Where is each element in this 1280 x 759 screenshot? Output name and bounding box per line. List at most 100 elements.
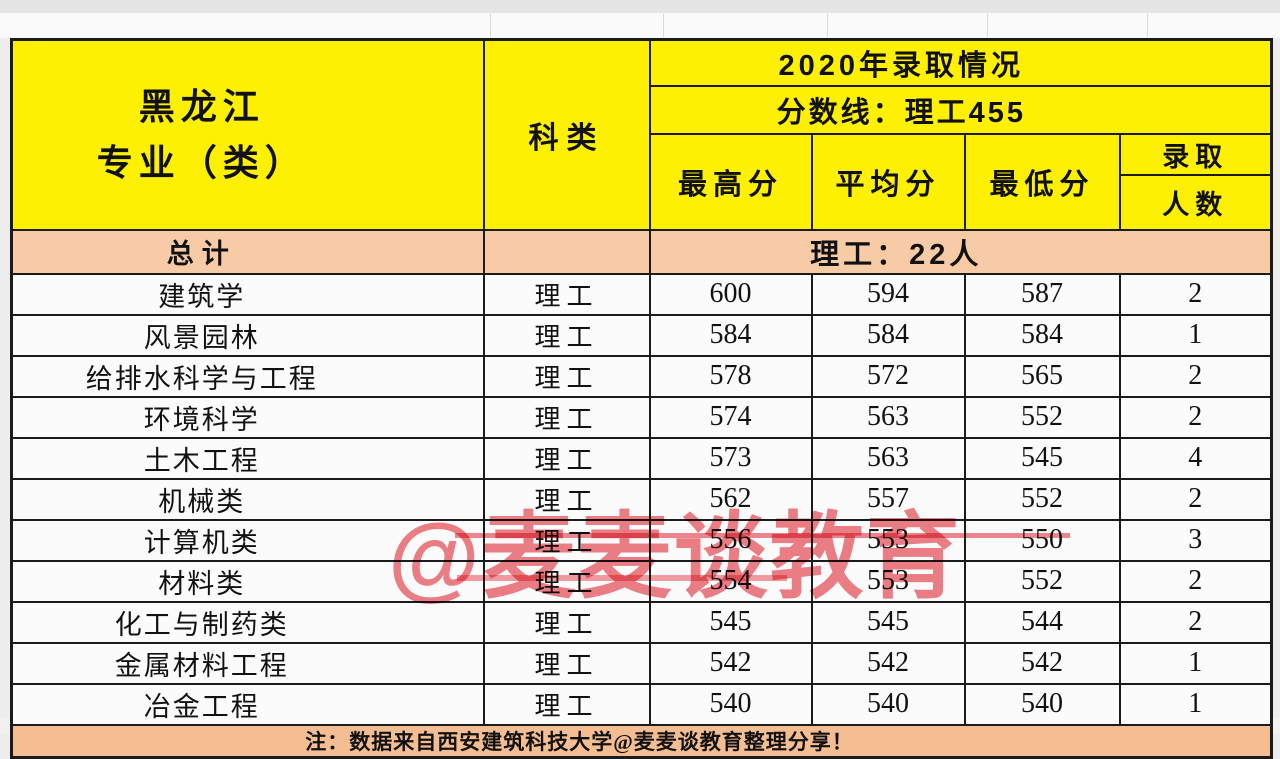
max-cell: 574 (648, 395, 813, 439)
admission-score-table: 黑龙江 专业（类） 科类 2020年录取情况 分数线：理工455 最高分 平均分… (10, 38, 1274, 759)
table-row: 冶金工程 理工 540 540 540 1 (10, 682, 1273, 726)
gridline-top (987, 14, 988, 37)
table-row: 土木工程 理工 573 563 545 4 (10, 436, 1273, 480)
category-cell: 理工 (482, 518, 651, 562)
table-row: 计算机类 理工 556 553 550 3 (10, 518, 1273, 562)
page-top-gray-strip (0, 0, 1280, 13)
table-row: 建筑学 理工 600 594 587 2 (10, 272, 1273, 316)
table-body: 建筑学 理工 600 594 587 2 风景园林 理工 584 584 584 1 给排水科学与工程理… (10, 272, 1273, 726)
min-cell: 552 (963, 477, 1121, 521)
category-cell: 理工 (482, 436, 651, 480)
avg-cell: 572 (810, 354, 966, 398)
table-row: 风景园林 理工 584 584 584 1 (10, 313, 1273, 357)
count-cell: 2 (1118, 354, 1273, 398)
category-cell: 理工 (482, 559, 651, 603)
count-cell: 2 (1118, 477, 1273, 521)
count-cell: 1 (1118, 313, 1273, 357)
count-header: 人数 (1118, 173, 1273, 231)
max-cell: 562 (648, 477, 813, 521)
category-cell: 理工 (482, 682, 651, 726)
avg-cell: 594 (810, 272, 966, 316)
min-score-header: 最低分 (963, 132, 1121, 231)
max-cell: 573 (648, 436, 813, 480)
avg-cell: 584 (810, 313, 966, 357)
category-cell: 理工 (482, 641, 651, 685)
major-header-label: 专业（类） (96, 141, 307, 183)
avg-cell: 557 (810, 477, 966, 521)
major-cell: 土木工程 (10, 436, 485, 480)
gridline-top (827, 14, 828, 37)
avg-score-header: 平均分 (810, 132, 966, 231)
min-cell: 552 (963, 559, 1121, 603)
total-label: 总计 (10, 228, 485, 275)
count-cell: 2 (1118, 600, 1273, 644)
score-line-header: 分数线：理工455 (648, 84, 1273, 135)
header-row-4: 人数 (12, 173, 1273, 231)
total-empty-cell (482, 228, 651, 275)
major-cell: 材料类 (10, 559, 485, 603)
major-cell: 建筑学 (10, 272, 485, 316)
min-cell: 552 (963, 395, 1121, 439)
count-cell: 1 (1118, 682, 1273, 726)
province-name: 黑龙江 (138, 85, 265, 127)
category-cell: 理工 (482, 354, 651, 398)
count-cell: 2 (1118, 272, 1273, 316)
gridline-top (490, 14, 491, 37)
avg-cell: 553 (810, 518, 966, 562)
min-cell: 545 (963, 436, 1121, 480)
table-row: 金属材料工程 理工 542 542 542 1 (10, 641, 1273, 685)
total-row: 总计 理工：22人 (10, 228, 1273, 275)
avg-cell: 553 (810, 559, 966, 603)
max-cell: 545 (648, 600, 813, 644)
major-cell: 冶金工程 (10, 682, 485, 726)
major-cell: 风景园林 (10, 313, 485, 357)
category-cell: 理工 (482, 477, 651, 521)
major-cell: 金属材料工程 (10, 641, 485, 685)
major-cell: 给排水科学与工程 (10, 354, 485, 398)
min-cell: 542 (963, 641, 1121, 685)
count-cell: 1 (1118, 641, 1273, 685)
max-cell: 540 (648, 682, 813, 726)
category-cell: 理工 (482, 272, 651, 316)
count-cell: 2 (1118, 395, 1273, 439)
gridline-top (1147, 14, 1148, 37)
table-row: 机械类 理工 562 557 552 2 (10, 477, 1273, 521)
major-cell: 计算机类 (10, 518, 485, 562)
table-row: 化工与制药类 理工 545 545 544 2 (10, 600, 1273, 644)
major-cell: 机械类 (10, 477, 485, 521)
count-cell: 3 (1118, 518, 1273, 562)
max-cell: 600 (648, 272, 813, 316)
min-cell: 544 (963, 600, 1121, 644)
table-row: 环境科学 理工 574 563 552 2 (10, 395, 1273, 439)
min-cell: 587 (963, 272, 1121, 316)
admit-header: 录取 (1118, 132, 1273, 176)
major-cell: 化工与制药类 (10, 600, 485, 644)
category-cell: 理工 (482, 600, 651, 644)
header-row-1: 黑龙江 专业（类） 科类 2020年录取情况 (10, 38, 1273, 231)
gridline-top (663, 14, 664, 37)
max-cell: 554 (648, 559, 813, 603)
avg-cell: 563 (810, 436, 966, 480)
major-cell: 环境科学 (10, 395, 485, 439)
max-cell: 556 (648, 518, 813, 562)
max-cell: 542 (648, 641, 813, 685)
header-row-2: 分数线：理工455 (12, 84, 1273, 135)
footnote-row: 注：数据来自西安建筑科技大学@麦麦谈教育整理分享！ (10, 723, 1273, 758)
table-row: 材料类 理工 554 553 552 2 (10, 559, 1273, 603)
avg-cell: 545 (810, 600, 966, 644)
avg-cell: 542 (810, 641, 966, 685)
avg-cell: 563 (810, 395, 966, 439)
max-cell: 578 (648, 354, 813, 398)
spreadsheet-top-row (0, 13, 1280, 38)
table-row: 给排水科学与工程 理工 578 572 565 2 (10, 354, 1273, 398)
count-cell: 2 (1118, 559, 1273, 603)
max-score-header: 最高分 (648, 132, 813, 231)
category-cell: 理工 (482, 395, 651, 439)
min-cell: 540 (963, 682, 1121, 726)
count-cell: 4 (1118, 436, 1273, 480)
category-cell: 理工 (482, 313, 651, 357)
year-admission-header: 2020年录取情况 (648, 38, 1273, 87)
min-cell: 565 (963, 354, 1121, 398)
header-row-3: 最高分 平均分 最低分 录取 (12, 132, 1273, 231)
max-cell: 584 (648, 313, 813, 357)
